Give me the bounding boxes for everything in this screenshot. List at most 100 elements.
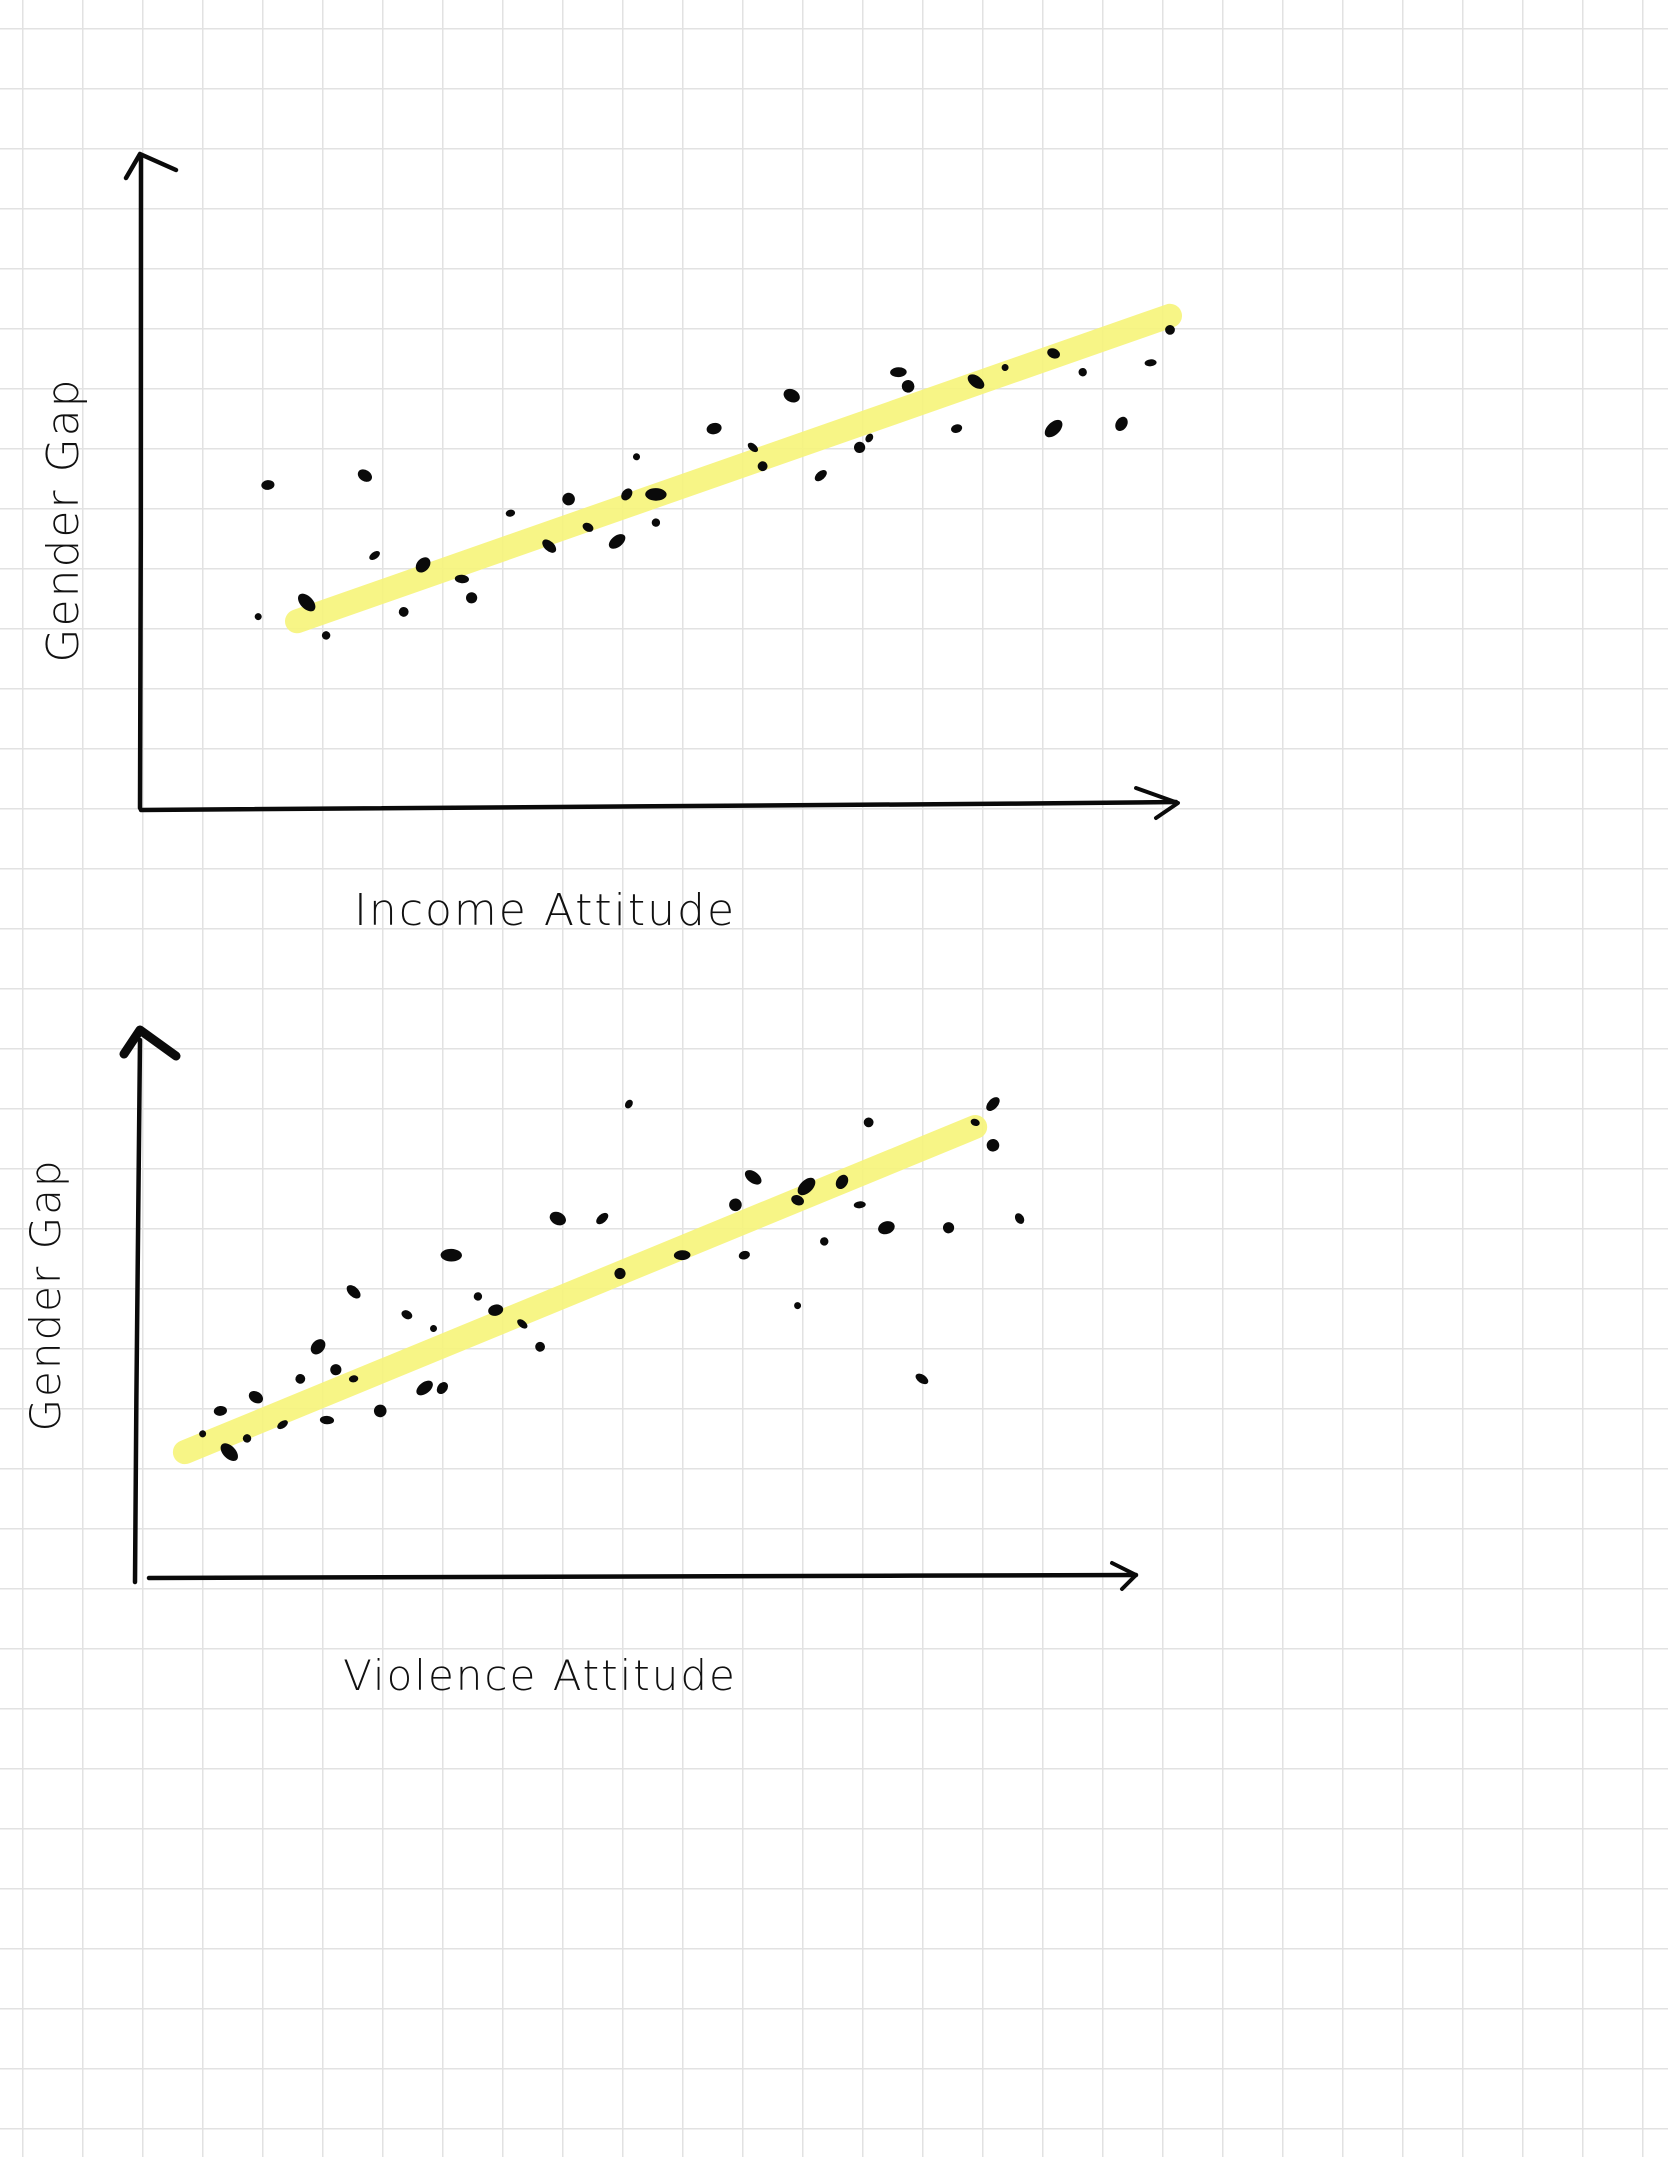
data-point — [744, 1170, 762, 1185]
data-point — [277, 1420, 288, 1430]
data-point — [757, 461, 768, 472]
data-point — [942, 1222, 955, 1234]
data-point — [986, 1097, 1000, 1111]
x-axis-label: Violence Attitude — [343, 1651, 737, 1700]
data-point — [596, 1212, 609, 1225]
data-point — [878, 1221, 895, 1235]
data-point — [621, 488, 633, 501]
data-point — [651, 518, 661, 527]
y-axis-arrow-icon — [123, 151, 179, 181]
data-point — [213, 1405, 227, 1416]
data-point — [369, 551, 380, 560]
data-point — [1014, 1213, 1025, 1224]
y-axis-label: Gender Gap — [21, 1158, 70, 1431]
data-point — [794, 1302, 802, 1310]
data-point — [814, 469, 827, 482]
y-axis — [137, 155, 144, 811]
trend-line — [285, 303, 1182, 634]
data-point — [440, 1248, 462, 1262]
trend-line — [172, 1114, 988, 1465]
data-point — [835, 1174, 849, 1190]
trend-highlight — [172, 1114, 988, 1465]
data-point — [915, 1373, 929, 1385]
data-point — [820, 1237, 829, 1246]
data-point — [199, 1430, 207, 1438]
data-point — [1047, 348, 1060, 359]
data-point — [346, 1285, 361, 1299]
y-axis — [132, 1037, 143, 1585]
x-axis-label: Income Attitude — [354, 885, 736, 936]
data-point — [242, 1434, 252, 1443]
data-point — [950, 424, 963, 433]
data-point — [535, 1341, 545, 1352]
data-point — [330, 1364, 342, 1376]
data-point — [1115, 416, 1128, 431]
data-point — [310, 1339, 326, 1355]
x-axis — [146, 1572, 1139, 1581]
y-axis-label: Gender Gap — [38, 377, 89, 662]
data-point — [401, 1310, 413, 1320]
data-point — [1144, 359, 1157, 367]
data-point — [357, 469, 372, 482]
data-point — [562, 492, 575, 506]
data-point — [415, 557, 431, 573]
trend-highlight — [285, 303, 1182, 634]
data-point — [854, 441, 866, 453]
x-axis — [138, 799, 1179, 813]
data-point — [373, 1404, 387, 1418]
data-point — [608, 534, 626, 549]
data-point — [517, 1319, 528, 1329]
data-point — [706, 422, 722, 435]
data-point — [986, 1138, 1000, 1152]
data-point — [505, 509, 516, 517]
data-point — [863, 1117, 874, 1128]
data-point — [624, 1099, 633, 1109]
data-point — [747, 442, 759, 453]
data-point — [254, 613, 262, 621]
data-point — [901, 380, 915, 393]
data-point — [297, 593, 316, 612]
data-points — [199, 1097, 1025, 1461]
x-axis-arrow-icon — [1110, 1561, 1138, 1591]
data-point — [1165, 324, 1175, 335]
violence-gender-scatter: Gender Gap Violence Attitude — [21, 1025, 1139, 1700]
data-point — [853, 1201, 866, 1209]
data-point — [295, 1373, 306, 1384]
data-point — [967, 374, 985, 389]
data-point — [783, 388, 800, 403]
data-point — [633, 453, 640, 461]
data-points — [254, 324, 1175, 640]
data-point — [248, 1390, 264, 1404]
x-axis-arrow-icon — [1134, 786, 1180, 820]
data-point — [319, 1415, 335, 1425]
data-point — [791, 1195, 804, 1206]
data-point — [738, 1250, 750, 1260]
data-point — [261, 480, 275, 490]
data-point — [549, 1211, 566, 1226]
data-point — [542, 539, 557, 553]
data-point — [321, 631, 331, 640]
data-point — [465, 592, 478, 604]
income-gender-scatter: Gender Gap Income Attitude — [38, 151, 1182, 936]
data-point — [398, 607, 409, 617]
data-point — [797, 1177, 816, 1196]
data-point — [645, 488, 667, 501]
data-point — [348, 1375, 359, 1383]
data-point — [582, 522, 594, 532]
data-point — [473, 1292, 483, 1301]
data-point — [614, 1267, 626, 1280]
data-point — [673, 1250, 691, 1261]
data-point — [220, 1443, 238, 1461]
data-point — [488, 1304, 504, 1316]
data-point — [970, 1118, 980, 1127]
data-point — [890, 367, 907, 378]
data-point — [1001, 364, 1009, 372]
data-point — [416, 1380, 433, 1396]
data-point — [865, 433, 874, 443]
data-point — [1078, 368, 1087, 377]
data-point — [430, 1324, 438, 1332]
data-point — [729, 1198, 742, 1212]
y-axis-arrow-icon — [119, 1025, 181, 1061]
data-point — [436, 1382, 449, 1395]
